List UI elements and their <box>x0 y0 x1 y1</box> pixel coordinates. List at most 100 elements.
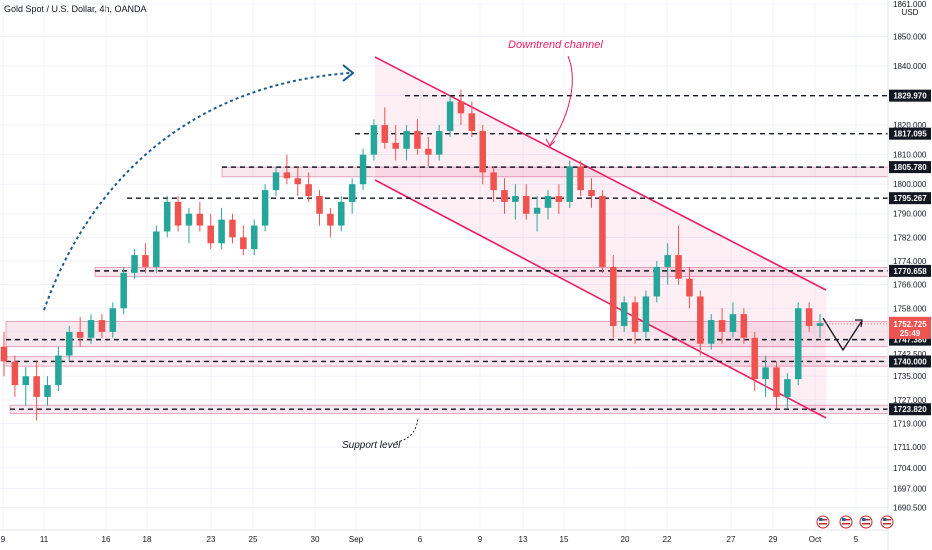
trend-arrow[interactable] <box>43 72 351 311</box>
candle-body[interactable] <box>66 331 73 356</box>
candle-body[interactable] <box>435 131 443 155</box>
candle-body[interactable] <box>664 255 671 267</box>
candle-body[interactable] <box>327 213 334 226</box>
candle-body[interactable] <box>22 376 30 386</box>
price-level-value: 1795.267 <box>893 194 927 203</box>
candle-body[interactable] <box>283 172 291 179</box>
candle-body[interactable] <box>566 166 574 202</box>
price-tick-label: 1766.000 <box>893 281 927 290</box>
candle-body[interactable] <box>642 296 650 332</box>
candle-body[interactable] <box>512 196 519 202</box>
candle-body[interactable] <box>729 314 737 332</box>
candle-body[interactable] <box>544 196 552 208</box>
candle-body[interactable] <box>751 337 758 380</box>
candle-body[interactable] <box>457 101 465 114</box>
candle-body[interactable] <box>555 196 563 202</box>
candle-body[interactable] <box>131 255 138 273</box>
candle-body[interactable] <box>153 231 160 267</box>
candle-body[interactable] <box>11 361 19 386</box>
candle-body[interactable] <box>522 196 530 214</box>
price-zone[interactable] <box>9 404 889 414</box>
candle-body[interactable] <box>816 323 824 326</box>
candle-body[interactable] <box>359 154 367 185</box>
us-flag-icon[interactable] <box>859 515 873 529</box>
candle-body[interactable] <box>599 196 606 267</box>
candle-body[interactable] <box>686 278 693 297</box>
time-axis[interactable]: 9 11 16 18 23 25 30 Sep 6 9 13 15 20 22 27 29 Oct 5 <box>1 535 859 544</box>
us-flag-icon[interactable] <box>816 515 830 529</box>
candle-body[interactable] <box>381 125 389 143</box>
candle-body[interactable] <box>762 367 769 380</box>
candle-body[interactable] <box>446 101 454 132</box>
candle-body[interactable] <box>33 376 40 397</box>
candle-body[interactable] <box>479 131 486 173</box>
candle-body[interactable] <box>773 367 780 397</box>
candle-body[interactable] <box>631 302 639 332</box>
candle-body[interactable] <box>185 213 193 226</box>
candle-body[interactable] <box>392 142 399 149</box>
candle-body[interactable] <box>338 201 345 226</box>
candle-body[interactable] <box>87 320 95 338</box>
candle-body[interactable] <box>250 225 258 250</box>
candle-body[interactable] <box>348 184 356 202</box>
candle-body[interactable] <box>163 201 171 232</box>
candle-body[interactable] <box>653 266 661 297</box>
candle-body[interactable] <box>0 346 8 362</box>
candle-body[interactable] <box>240 237 247 250</box>
candle-body[interactable] <box>675 255 682 279</box>
candle-body[interactable] <box>805 308 813 326</box>
candle-body[interactable] <box>218 219 225 244</box>
candle-body[interactable] <box>305 184 312 197</box>
price-level-value: 1829.970 <box>893 92 927 101</box>
price-tick-label: 1719.000 <box>893 419 927 428</box>
price-tick-label: 1861.000 <box>893 0 927 9</box>
candle-body[interactable] <box>620 302 628 326</box>
candle-body[interactable] <box>533 207 541 214</box>
candle-body[interactable] <box>142 255 149 267</box>
candle-body[interactable] <box>718 320 726 332</box>
candle-body[interactable] <box>207 225 214 244</box>
candle-body[interactable] <box>490 172 497 191</box>
candle-body[interactable] <box>261 190 269 226</box>
projection-path[interactable] <box>822 317 862 352</box>
candle-body[interactable] <box>577 166 584 191</box>
candle-body[interactable] <box>229 219 236 238</box>
candle-body[interactable] <box>294 178 302 185</box>
candle-body[interactable] <box>196 213 204 226</box>
candles <box>0 89 824 421</box>
candle-body[interactable] <box>98 320 106 332</box>
candle-body[interactable] <box>174 201 182 226</box>
candle-body[interactable] <box>109 308 117 332</box>
channel-lower-line[interactable] <box>374 179 827 419</box>
candle-body[interactable] <box>707 320 715 344</box>
us-flag-icon[interactable] <box>839 515 853 529</box>
candle-body[interactable] <box>468 113 476 132</box>
candle-body[interactable] <box>740 314 748 338</box>
candle-body[interactable] <box>55 355 62 386</box>
candle-body[interactable] <box>697 296 704 344</box>
price-level-value: 1740.000 <box>893 357 927 366</box>
us-flag-icon[interactable] <box>880 515 894 529</box>
candle-body[interactable] <box>316 196 323 214</box>
candle-body[interactable] <box>414 131 421 149</box>
candle-body[interactable] <box>272 172 280 191</box>
candle-body[interactable] <box>784 379 791 397</box>
us-flag-canton <box>819 518 823 521</box>
candle-body[interactable] <box>44 385 51 397</box>
candle-body[interactable] <box>370 125 378 155</box>
candle-body[interactable] <box>403 131 410 149</box>
candle-body[interactable] <box>610 266 617 326</box>
candle-body[interactable] <box>794 308 802 380</box>
candle-body[interactable] <box>120 272 127 309</box>
us-flag-stripe <box>862 519 870 521</box>
current-price-value: 1752.725 <box>893 320 927 329</box>
us-flag-stripe <box>819 519 827 521</box>
event-flags[interactable] <box>816 515 894 529</box>
candle-body[interactable] <box>76 331 84 338</box>
candle-body[interactable] <box>501 190 508 202</box>
candle-body[interactable] <box>588 190 595 197</box>
candle-body[interactable] <box>425 148 432 155</box>
price-level-value: 1723.820 <box>893 405 927 414</box>
price-level-tag <box>889 403 931 416</box>
